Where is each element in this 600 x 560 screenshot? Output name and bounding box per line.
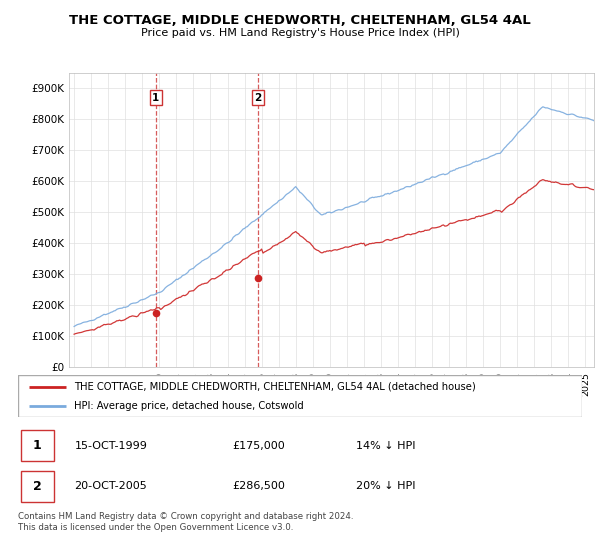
Text: 2: 2 (33, 479, 41, 493)
Text: 2: 2 (254, 92, 262, 102)
Text: HPI: Average price, detached house, Cotswold: HPI: Average price, detached house, Cots… (74, 401, 304, 411)
Text: £175,000: £175,000 (232, 441, 285, 451)
Text: THE COTTAGE, MIDDLE CHEDWORTH, CHELTENHAM, GL54 4AL (detached house): THE COTTAGE, MIDDLE CHEDWORTH, CHELTENHA… (74, 381, 476, 391)
FancyBboxPatch shape (18, 375, 582, 417)
Text: Contains HM Land Registry data © Crown copyright and database right 2024.
This d: Contains HM Land Registry data © Crown c… (18, 512, 353, 532)
FancyBboxPatch shape (21, 430, 53, 461)
Text: 15-OCT-1999: 15-OCT-1999 (74, 441, 147, 451)
Text: 20-OCT-2005: 20-OCT-2005 (74, 481, 147, 491)
Text: £286,500: £286,500 (232, 481, 285, 491)
Text: 1: 1 (152, 92, 160, 102)
Text: 20% ↓ HPI: 20% ↓ HPI (356, 481, 416, 491)
Text: 1: 1 (33, 439, 41, 452)
Text: 14% ↓ HPI: 14% ↓ HPI (356, 441, 416, 451)
FancyBboxPatch shape (21, 471, 53, 502)
Text: THE COTTAGE, MIDDLE CHEDWORTH, CHELTENHAM, GL54 4AL: THE COTTAGE, MIDDLE CHEDWORTH, CHELTENHA… (69, 14, 531, 27)
Text: Price paid vs. HM Land Registry's House Price Index (HPI): Price paid vs. HM Land Registry's House … (140, 28, 460, 38)
